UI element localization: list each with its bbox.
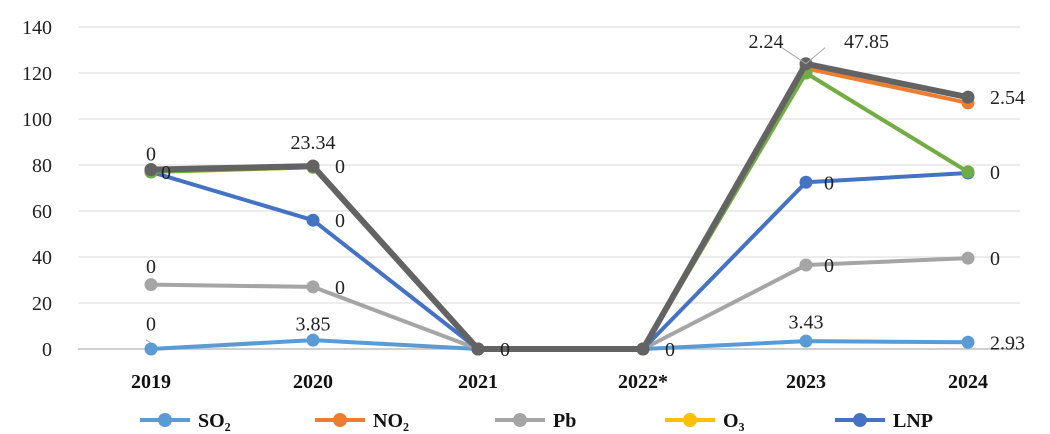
y-tick-label: 40 (32, 247, 52, 269)
data-point (471, 342, 485, 356)
data-point (144, 163, 158, 177)
series-so₂ (144, 333, 975, 356)
legend-label: NO₂ (373, 410, 409, 432)
legend-label: O₃ (723, 410, 745, 432)
data-label: 0 (335, 156, 345, 178)
axes: 0 20 40 60 80 100 120 140 2019 2020 2021 2022* 2023 2… (22, 17, 1020, 393)
data-point (961, 335, 975, 349)
data-point (144, 278, 158, 292)
y-tick-label: 140 (22, 17, 52, 39)
legend-label: LNP (893, 410, 933, 432)
y-tick-label: 0 (42, 339, 52, 361)
x-tick-label: 2021 (458, 371, 498, 393)
data-label: 23.34 (291, 132, 336, 154)
data-point (799, 334, 813, 348)
leader-line (145, 339, 152, 344)
y-tick-label: 120 (22, 63, 52, 85)
data-label: 0 (335, 277, 345, 299)
data-label: 0 (146, 314, 156, 336)
x-tick-label: 2019 (131, 371, 171, 393)
data-point (306, 333, 320, 347)
legend-item-o₃: O₃ (665, 410, 745, 432)
legend-item-pb: Pb (495, 410, 576, 432)
legend-label: Pb (553, 410, 576, 432)
y-tick-label: 100 (22, 109, 52, 131)
data-label: 2.24 (749, 31, 784, 53)
data-point (799, 258, 813, 272)
x-tick-label: 2023 (786, 371, 826, 393)
leader-line (805, 47, 826, 65)
y-tick-label: 20 (32, 293, 52, 315)
data-label: 0 (665, 339, 675, 361)
data-point (306, 280, 320, 294)
y-tick-label: 60 (32, 201, 52, 223)
series-extra-6 (144, 57, 975, 356)
data-point (144, 342, 158, 356)
leader-line (781, 47, 807, 65)
series-line (149, 256, 970, 351)
data-label: 47.85 (844, 31, 889, 53)
y-tick-label: 80 (32, 155, 52, 177)
data-point (306, 213, 320, 227)
data-label: 2.54 (990, 87, 1025, 109)
x-tick-label: 2024 (948, 371, 988, 393)
x-tick-label: 2022* (618, 371, 668, 393)
data-point (306, 159, 320, 173)
legend-item-so₂: SO₂ (140, 410, 231, 432)
series-lines (144, 57, 975, 356)
legend: SO₂ NO₂ Pb O₃ LNP (140, 410, 933, 432)
data-label: 0 (161, 162, 171, 184)
legend-label: SO₂ (198, 410, 231, 432)
legend-swatch-marker (513, 413, 527, 427)
data-label: 0 (500, 339, 510, 361)
data-label: 3.85 (296, 314, 331, 336)
legend-swatch-marker (853, 413, 867, 427)
legend-swatch-marker (683, 413, 697, 427)
data-point (799, 57, 813, 71)
data-label: 0 (824, 172, 834, 194)
legend-swatch-marker (158, 413, 172, 427)
data-point (961, 165, 975, 179)
data-label: 3.43 (789, 311, 824, 333)
data-label: 0 (990, 162, 1000, 184)
data-point (636, 342, 650, 356)
data-label: 0 (824, 255, 834, 277)
data-label: 0 (146, 144, 156, 166)
data-label: 2.93 (990, 332, 1025, 354)
x-tick-label: 2020 (293, 371, 333, 393)
data-point (961, 90, 975, 104)
data-point (961, 251, 975, 265)
data-label: 0 (146, 256, 156, 278)
data-point (799, 175, 813, 189)
series-line (148, 60, 971, 352)
data-label: 0 (990, 248, 1000, 270)
series-lnp (144, 165, 975, 356)
legend-item-lnp: LNP (835, 410, 933, 432)
legend-item-no₂: NO₂ (315, 410, 409, 432)
data-label: 0 (335, 210, 345, 232)
series-line (149, 169, 970, 351)
legend-swatch-marker (333, 413, 347, 427)
